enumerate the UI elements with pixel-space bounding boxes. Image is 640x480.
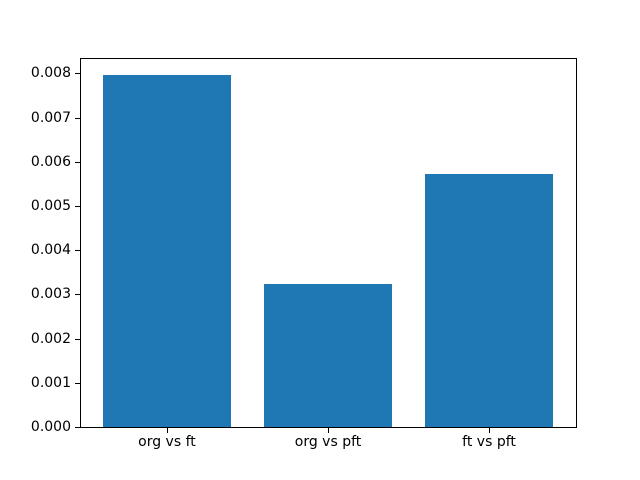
y-tick-mark [75, 427, 80, 428]
right-spine [576, 58, 577, 428]
x-tick-mark [489, 428, 491, 433]
x-tick-mark [166, 428, 168, 433]
y-tick-label: 0.001 [30, 374, 71, 391]
y-tick-label: 0.006 [30, 153, 71, 170]
x-tick-mark [328, 428, 329, 433]
y-tick-label: 0.007 [30, 109, 71, 126]
y-tick-mark [75, 250, 80, 252]
top-spine [80, 58, 577, 59]
bar-org-vs-ft [102, 74, 232, 427]
y-tick-mark [75, 161, 80, 163]
x-tick-label: org vs ft [138, 434, 196, 450]
y-tick-mark [75, 382, 80, 384]
left-spine [80, 58, 81, 428]
y-tick-mark [75, 338, 80, 340]
x-tick-label: org vs pft [294, 434, 362, 450]
bottom-spine [80, 427, 577, 428]
x-tick-label: ft vs pft [462, 434, 516, 450]
plot-area [80, 58, 576, 427]
y-tick-mark [75, 205, 80, 207]
bar-org-vs-pft [263, 284, 393, 427]
y-tick-label: 0.005 [30, 197, 71, 214]
y-tick-mark [75, 294, 80, 296]
y-tick-label: 0.002 [30, 330, 71, 347]
y-tick-label: 0.000 [30, 419, 71, 435]
y-tick-label: 0.003 [30, 286, 71, 303]
bar-ft-vs-pft [424, 174, 554, 427]
y-tick-label: 0.008 [30, 65, 71, 82]
y-tick-mark [75, 117, 80, 119]
y-tick-label: 0.004 [30, 242, 71, 259]
y-tick-mark [75, 73, 80, 75]
